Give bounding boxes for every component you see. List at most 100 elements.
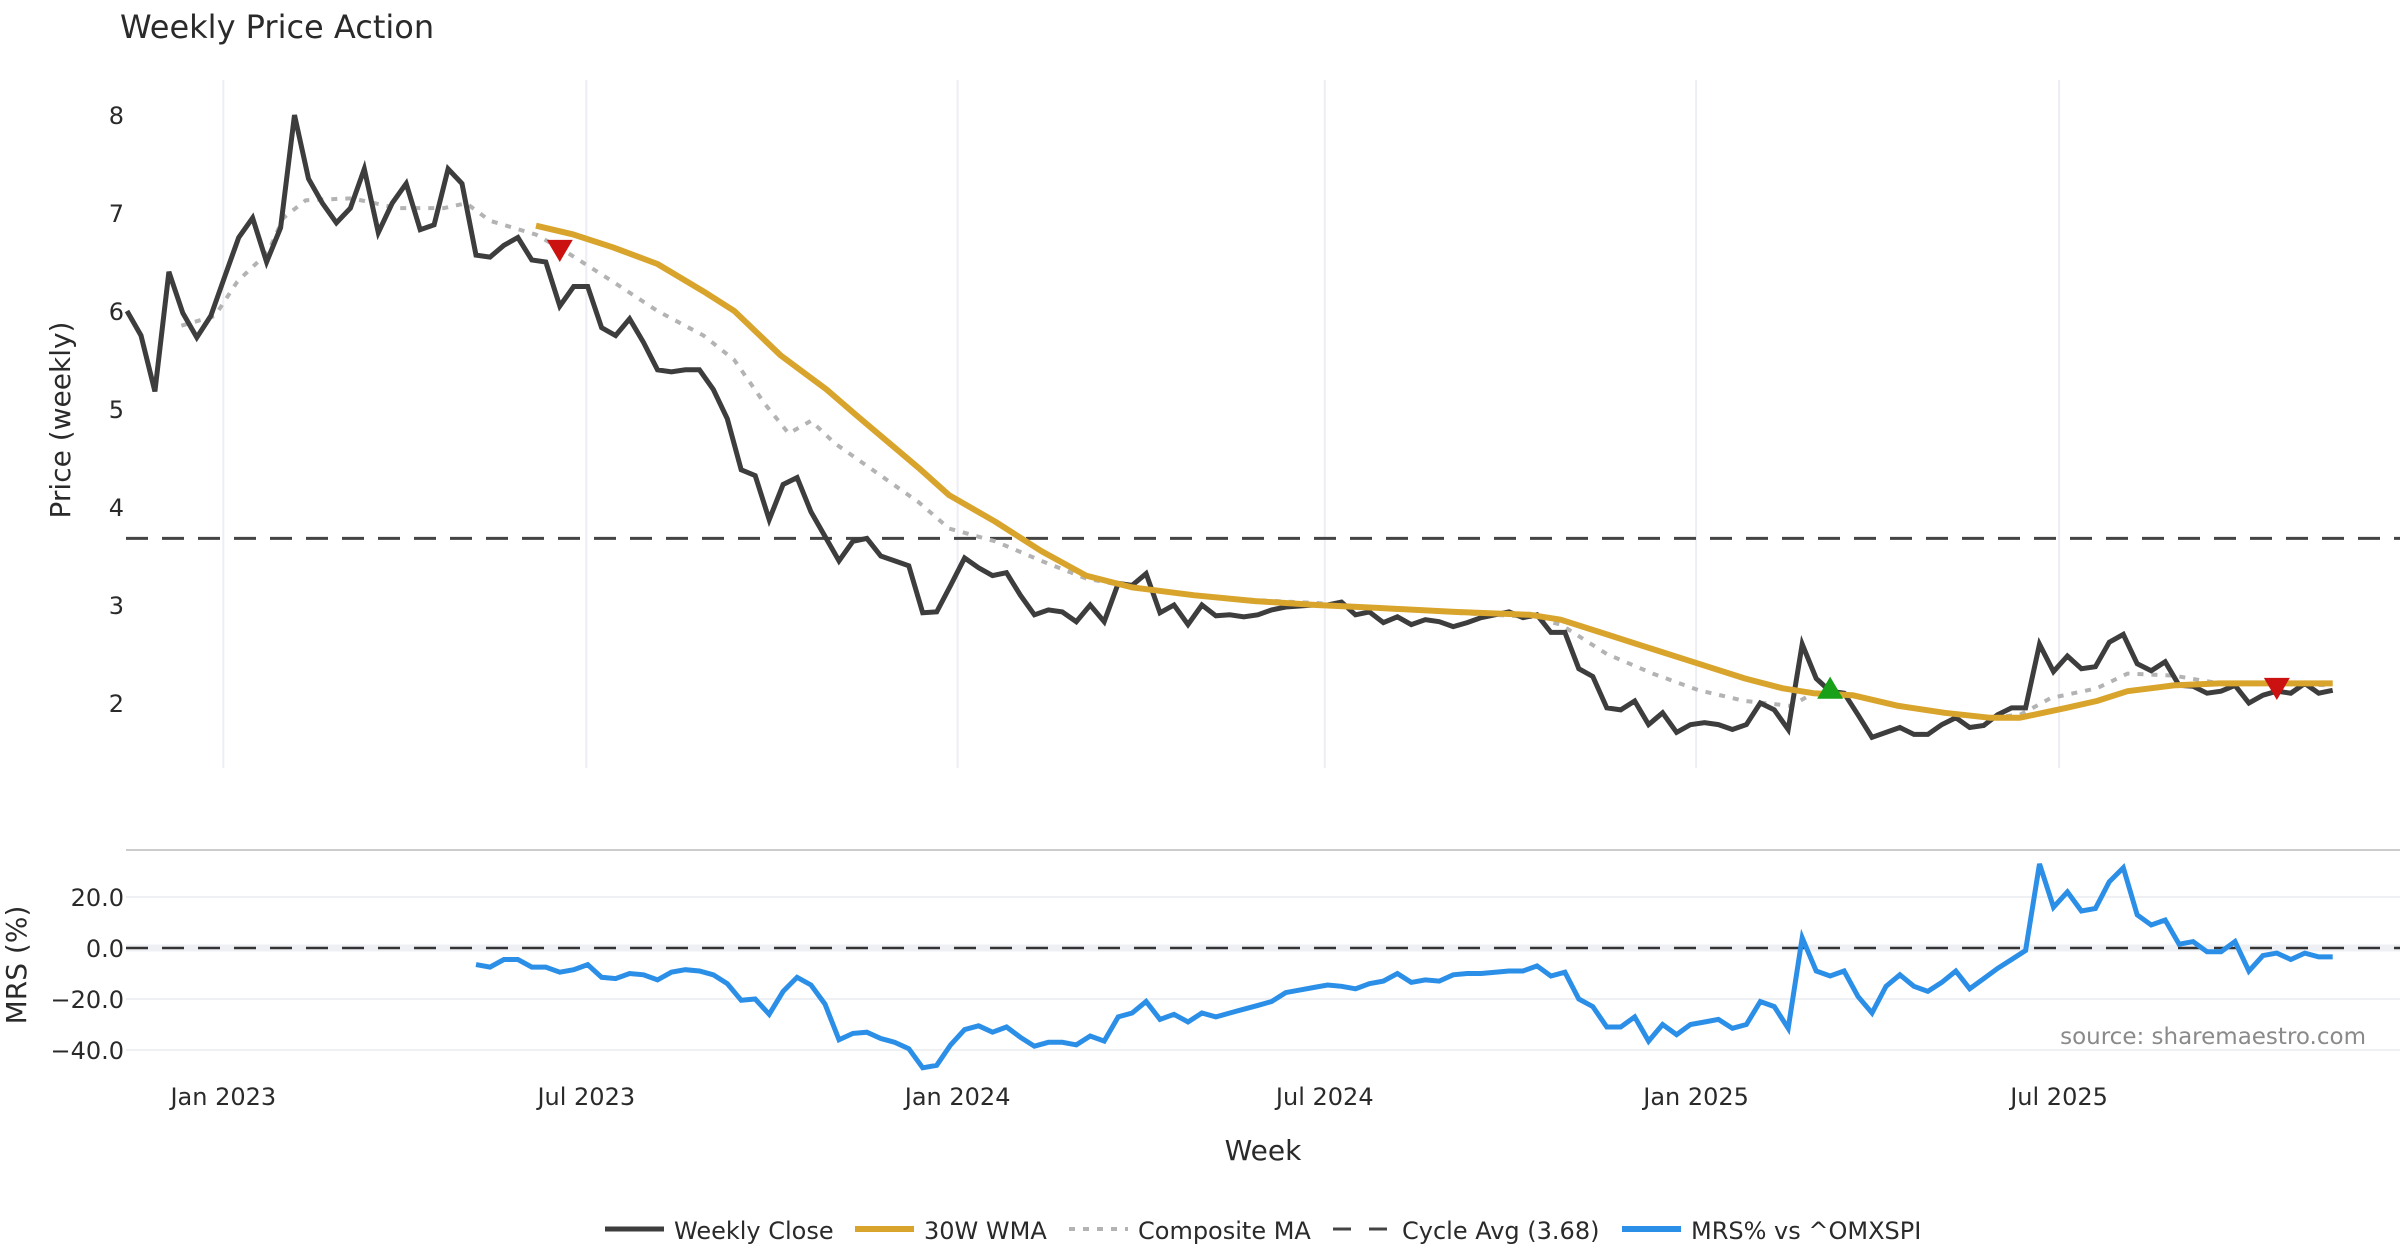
- mrs-point: [1925, 989, 1930, 994]
- weekly-close-point: [2274, 689, 2279, 694]
- mrs-point: [1981, 976, 1986, 981]
- weekly-close-point: [725, 416, 730, 421]
- mrs-point: [1856, 994, 1861, 999]
- mrs-point: [795, 975, 800, 980]
- mrs-point: [892, 1040, 897, 1045]
- weekly-close-point: [1395, 614, 1400, 619]
- weekly-close-point: [627, 316, 632, 321]
- mrs-point: [487, 965, 492, 970]
- mrs-point: [1325, 982, 1330, 987]
- weekly-close-point: [1367, 609, 1372, 614]
- weekly-close-point: [1060, 609, 1065, 614]
- weekly-close-point: [1144, 571, 1149, 576]
- weekly-close-point: [194, 335, 199, 340]
- price-y-tick-label: 2: [109, 690, 124, 718]
- mrs-point: [543, 965, 548, 970]
- weekly-close-point: [1981, 723, 1986, 728]
- weekly-close-point: [2260, 693, 2265, 698]
- weekly-close-point: [1227, 612, 1232, 617]
- weekly-close-point: [487, 255, 492, 260]
- mrs-point: [1618, 1025, 1623, 1030]
- weekly-close-point: [1534, 612, 1539, 617]
- mrs-point: [1172, 1012, 1177, 1017]
- mrs-point: [1004, 1025, 1009, 1030]
- mrs-point: [948, 1042, 953, 1047]
- mrs-point: [1953, 968, 1958, 973]
- weekly-close-point: [892, 558, 897, 563]
- mrs-point: [1883, 984, 1888, 989]
- weekly-close-point: [460, 181, 465, 186]
- weekly-close-point: [990, 573, 995, 578]
- weekly-close-point: [432, 222, 437, 227]
- mrs-point: [1646, 1039, 1651, 1044]
- weekly-close-point: [2302, 681, 2307, 686]
- weekly-close-point: [152, 389, 157, 394]
- mrs-point: [501, 957, 506, 962]
- mrs-point: [1199, 1011, 1204, 1016]
- weekly-close-point: [362, 166, 367, 171]
- weekly-close-point: [2232, 683, 2237, 688]
- mrs-point: [1939, 980, 1944, 985]
- weekly-close-point: [613, 333, 618, 338]
- legend-label-cycle-avg: Cycle Avg (3.68): [1402, 1217, 1599, 1245]
- weekly-close-point: [1199, 603, 1204, 608]
- weekly-close-point: [2316, 691, 2321, 696]
- mrs-point: [585, 962, 590, 967]
- weekly-close-point: [1758, 701, 1763, 706]
- weekly-close-point: [1562, 630, 1567, 635]
- mrs-point: [1660, 1022, 1665, 1027]
- weekly-close-point: [446, 166, 451, 171]
- mrs-point: [571, 967, 576, 972]
- legend-item-weekly-close: Weekly Close: [605, 1217, 834, 1245]
- weekly-close-point: [1730, 727, 1735, 732]
- weekly-close-point: [1870, 735, 1875, 740]
- mrs-point: [1814, 968, 1819, 973]
- composite-ma-line: [180, 196, 2333, 720]
- weekly-close-point: [515, 235, 520, 240]
- weekly-close-point: [529, 258, 534, 263]
- weekly-close-point: [180, 310, 185, 315]
- mrs-point: [1534, 963, 1539, 968]
- weekly-close-point: [1842, 691, 1847, 696]
- weekly-close-point: [948, 583, 953, 588]
- mrs-point: [697, 968, 702, 973]
- mrs-point: [1423, 977, 1428, 982]
- weekly-close-point: [1493, 612, 1498, 617]
- weekly-close-point: [1590, 674, 1595, 679]
- mrs-point: [1995, 966, 2000, 971]
- weekly-close-point: [2135, 661, 2140, 666]
- mrs-point: [2009, 957, 2014, 962]
- weekly-close-point: [1283, 604, 1288, 609]
- weekly-close-point: [1185, 622, 1190, 627]
- mrs-point: [2246, 968, 2251, 973]
- x-tick-label: Jan 2025: [1641, 1083, 1749, 1111]
- weekly-close-point: [2121, 632, 2126, 637]
- wma-30w-line: [535, 222, 2333, 721]
- mrs-point: [2219, 949, 2224, 954]
- mrs-point: [1479, 971, 1484, 976]
- weekly-close-point: [1897, 725, 1902, 730]
- weekly-close-point: [1800, 642, 1805, 647]
- weekly-close-point: [739, 467, 744, 472]
- signal-markers: [546, 239, 2290, 700]
- x-ticks: Jan 2023 Jul 2023 Jan 2024 Jul 2024 Jan 2025…: [168, 1083, 2107, 1111]
- weekly-close-point: [850, 539, 855, 544]
- weekly-close-point: [236, 235, 241, 240]
- price-y-tick-label: 8: [109, 102, 124, 130]
- weekly-close-point: [1088, 603, 1093, 608]
- mrs-point: [2330, 954, 2335, 959]
- weekly-close-point: [2023, 705, 2028, 710]
- weekly-close-point: [1828, 689, 1833, 694]
- weekly-close-point: [1423, 617, 1428, 622]
- weekly-close-point: [934, 609, 939, 614]
- mrs-point: [2149, 923, 2154, 928]
- weekly-close-point: [2107, 640, 2112, 645]
- weekly-close-point: [1702, 720, 1707, 725]
- weekly-close-point: [697, 367, 702, 372]
- x-tick-label: Jul 2023: [535, 1083, 635, 1111]
- mrs-point: [627, 971, 632, 976]
- weekly-close-point: [1814, 676, 1819, 681]
- weekly-close-point: [390, 201, 395, 206]
- mrs-point: [1255, 1003, 1260, 1008]
- mrs-point: [1283, 990, 1288, 995]
